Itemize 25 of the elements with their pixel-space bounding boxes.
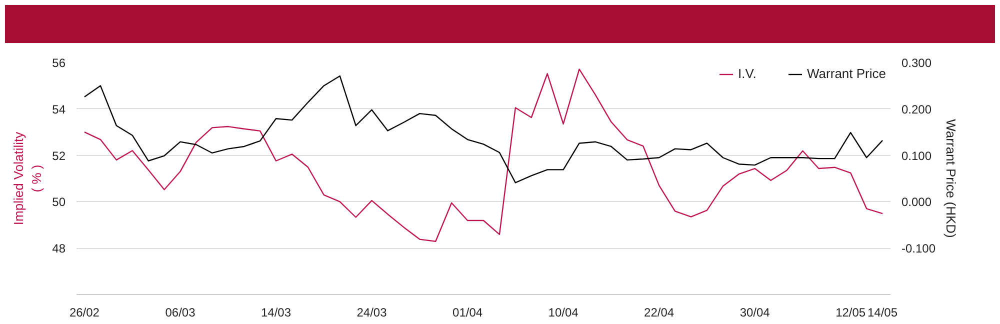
x-tick-label: 14/05 [868,306,898,320]
x-tick-label: 22/04 [644,306,674,320]
y2-axis-title: Warrant Price (HKD) [944,119,959,238]
x-tick-label: 14/03 [260,306,292,320]
y2-tick-label: 0.000 [902,195,932,210]
legend-label: I.V. [738,66,758,81]
y-tick-label: 48 [52,242,66,256]
y-tick-label: 56 [52,56,66,70]
y-tick-label: 50 [52,195,66,210]
y2-tick-label: -0.100 [902,242,936,256]
x-tick-label: 10/04 [548,306,579,320]
line-series [84,68,884,242]
x-tick-label: 26/02 [69,306,100,320]
y-tick-label: 54 [52,102,66,116]
x-tick-label: 12/05 [836,306,866,320]
x-tick-label: 24/03 [356,306,388,320]
y2-tick-label: 0.200 [902,102,932,116]
y2-tick-label: 0.100 [902,148,932,163]
x-tick-label: 30/04 [740,306,770,320]
y-axis-title: Implied Volatility ( % ) [11,131,44,226]
y2-tick-label: 0.300 [902,56,932,70]
x-tick-label: 01/04 [452,306,483,320]
legend-label: Warrant Price [807,66,886,81]
x-tick-label: 06/03 [165,306,196,320]
y-tick-label: 52 [52,148,66,163]
